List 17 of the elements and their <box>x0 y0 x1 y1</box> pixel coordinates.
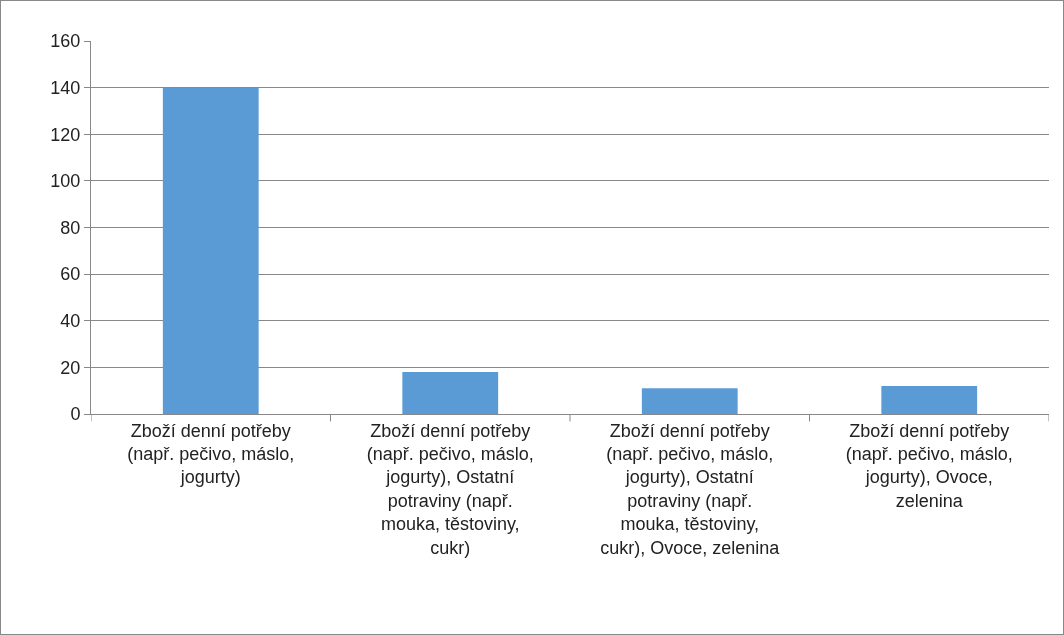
y-tick-label: 160 <box>50 31 81 52</box>
x-tick-label: Zboží denní potřeby (např. pečivo, máslo, jogurty) <box>127 420 295 488</box>
y-tick-label: 0 <box>70 404 81 425</box>
x-tick-label: Zboží denní potřeby (např. pečivo, máslo, jogurty), Ostatní potraviny (např. mouka, těstoviny, cukr) <box>366 420 534 558</box>
y-tick-label: 120 <box>50 124 81 145</box>
bar <box>641 388 738 414</box>
y-tick-label: 140 <box>50 77 81 98</box>
y-tick-label: 100 <box>50 171 81 192</box>
x-tick-label: Zboží denní potřeby (např. pečivo, máslo, jogurty), Ostatní potraviny (např. mouka, těstoviny, cukr), Ovoce, zelenina <box>600 420 781 558</box>
y-tick-label: 20 <box>60 357 81 378</box>
y-tick-label: 40 <box>60 311 81 332</box>
bar <box>162 87 259 414</box>
bar <box>402 372 499 414</box>
bar <box>881 386 978 414</box>
x-tick-label: Zboží denní potřeby (např. pečivo, máslo, jogurty), Ovoce, zelenina <box>845 420 1013 511</box>
y-tick-label: 80 <box>60 217 81 238</box>
y-tick-label: 60 <box>60 264 81 285</box>
